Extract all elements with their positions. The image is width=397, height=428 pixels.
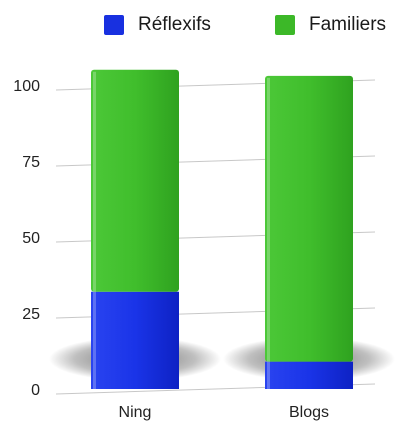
bar-blogs-familiers: [265, 75, 353, 362]
y-tick-label-50: 50: [22, 230, 40, 247]
y-tick-label-0: 0: [31, 382, 40, 399]
legend-swatch-reflexifs: [104, 15, 124, 35]
y-axis-ticks: 0 25 50 75 100: [13, 78, 40, 399]
x-tick-label-ning: Ning: [119, 404, 152, 421]
legend-item-reflexifs: Réflexifs: [104, 10, 211, 40]
bar-highlight: [267, 361, 270, 389]
x-axis-ticks: Ning Blogs: [119, 404, 329, 421]
bars: [91, 69, 353, 389]
bar-blogs-rflexifs: [265, 361, 353, 389]
x-tick-label-blogs: Blogs: [289, 404, 329, 421]
legend-label-reflexifs: Réflexifs: [138, 14, 211, 35]
chart-legend: Réflexifs Familiers: [0, 10, 397, 40]
y-tick-label-100: 100: [13, 78, 40, 95]
bar-highlight: [93, 71, 96, 292]
bar-highlight: [267, 77, 270, 362]
bar-ning-familiers: [91, 69, 179, 292]
y-tick-label-75: 75: [22, 154, 40, 171]
legend-item-familiers: Familiers: [275, 10, 386, 40]
bar-ning-rflexifs: [91, 291, 179, 389]
legend-label-familiers: Familiers: [309, 14, 387, 35]
y-tick-label-25: 25: [22, 306, 40, 323]
legend-swatch-familiers: [275, 15, 295, 35]
bar-highlight: [93, 291, 96, 389]
